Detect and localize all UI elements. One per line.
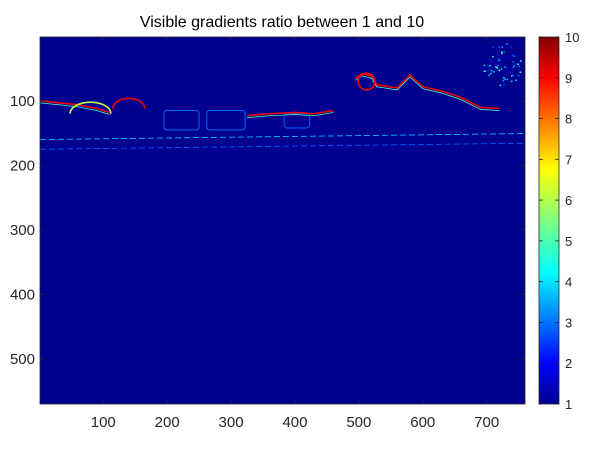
heatmap-canopy-speck bbox=[513, 65, 516, 67]
heatmap-horizon-line bbox=[246, 109, 334, 117]
heatmap-canopy-speck bbox=[510, 80, 513, 83]
heatmap-canopy-speck bbox=[483, 70, 486, 73]
heatmap-vehicle-box bbox=[163, 110, 200, 131]
heatmap-canopy-speck bbox=[492, 46, 494, 49]
heatmap-canopy-speck bbox=[489, 64, 491, 67]
heatmap-features bbox=[40, 43, 525, 150]
heatmap-canopy-speck bbox=[505, 56, 508, 59]
y-axis-ticks: 100 200 300 400 500 bbox=[10, 93, 525, 368]
heatmap-canopy-speck bbox=[495, 66, 497, 68]
heatmap-canopy-speck bbox=[491, 60, 493, 63]
colorbar-tick-label: 5 bbox=[565, 234, 572, 249]
heatmap-edge-shadow bbox=[355, 75, 500, 111]
colorbar-ticks: 1 2 3 4 5 6 7 8 9 10 bbox=[539, 30, 579, 412]
x-tick-label: 700 bbox=[474, 414, 499, 431]
heatmap-canopy-speck bbox=[483, 64, 486, 67]
heatmap-hill-arc bbox=[69, 101, 112, 114]
heatmap-canopy-speck bbox=[501, 46, 504, 48]
heatmap-canopy-speck bbox=[489, 58, 492, 61]
y-tick-label: 100 bbox=[10, 93, 35, 110]
heatmap-canopy-speck bbox=[503, 50, 506, 53]
x-tick-label: 600 bbox=[410, 414, 435, 431]
heatmap-canopy-speck bbox=[492, 55, 494, 58]
x-tick-label: 300 bbox=[219, 414, 244, 431]
colorbar-gradient bbox=[538, 36, 560, 405]
plot-area bbox=[39, 36, 526, 405]
heatmap-canopy-speck bbox=[519, 71, 522, 74]
heatmap-canopy-speck bbox=[504, 66, 506, 68]
heatmap-canopy-speck bbox=[498, 46, 501, 49]
heatmap-canopy-speck bbox=[506, 67, 508, 70]
heatmap-canopy-speck bbox=[519, 60, 522, 62]
heatmap-canopy-speck bbox=[518, 65, 521, 68]
heatmap-canopy-speck bbox=[496, 64, 499, 67]
heatmap-canopy-speck bbox=[487, 65, 490, 68]
colorbar-tick-label: 1 bbox=[565, 397, 572, 412]
colorbar: 1 2 3 4 5 6 7 8 9 10 bbox=[538, 30, 579, 412]
y-tick-label: 200 bbox=[10, 157, 35, 174]
y-tick-label: 500 bbox=[10, 351, 35, 368]
heatmap-edge-shadow bbox=[247, 112, 334, 119]
heatmap-canopy-speck bbox=[488, 74, 491, 77]
heatmap-canopy-speck bbox=[511, 74, 514, 77]
heatmap-canopy-speck bbox=[511, 53, 514, 56]
colorbar-tick-label: 2 bbox=[565, 356, 572, 371]
heatmap-canopy-speck bbox=[510, 46, 513, 48]
colorbar-tick-label: 10 bbox=[565, 30, 579, 45]
heatmap-canopy-speck bbox=[490, 72, 492, 75]
heatmap-canopy-speck bbox=[497, 59, 500, 62]
heatmap-canopy-speck bbox=[516, 63, 519, 66]
heatmap-house-outline bbox=[355, 72, 500, 110]
x-tick-label: 100 bbox=[91, 414, 116, 431]
heatmap-canopy-speck bbox=[512, 66, 515, 69]
y-tick-label: 300 bbox=[10, 222, 35, 239]
colorbar-tick-label: 8 bbox=[565, 112, 572, 127]
colorbar-tick-label: 9 bbox=[565, 71, 572, 86]
colorbar-tick-label: 6 bbox=[565, 193, 572, 208]
x-tick-label: 500 bbox=[346, 414, 371, 431]
x-tick-label: 200 bbox=[155, 414, 180, 431]
heatmap-canopy-speck bbox=[503, 84, 505, 87]
heatmap-canopy-speck bbox=[500, 68, 503, 71]
heatmap-canopy-speck bbox=[514, 63, 517, 65]
heatmap-canopy-speck bbox=[497, 57, 500, 60]
heatmap-canopy-speck bbox=[509, 57, 512, 60]
x-tick-label: 400 bbox=[282, 414, 307, 431]
heatmap-background bbox=[40, 37, 525, 404]
plot-frame bbox=[39, 36, 526, 405]
heatmap-canopy-speck bbox=[502, 79, 505, 82]
chart-title: Visible gradients ratio between 1 and 10 bbox=[140, 14, 424, 31]
heatmap-circle-outline bbox=[357, 72, 376, 91]
heatmap-canopy-speck bbox=[500, 52, 503, 55]
heatmap-hill-arc bbox=[112, 97, 146, 109]
heatmap-canopy-speck bbox=[512, 60, 515, 63]
heatmap-canopy-speck bbox=[505, 43, 508, 45]
heatmap-canopy-speck bbox=[499, 84, 502, 87]
heatmap-canopy-speck bbox=[514, 79, 517, 82]
heatmap-canopy-speck bbox=[506, 71, 509, 74]
heatmap-canopy-speck bbox=[493, 70, 495, 73]
heatmap-canopy-speck bbox=[496, 53, 499, 56]
heatmap-canopy-speck bbox=[490, 69, 493, 72]
heatmap-canopy-speck bbox=[498, 69, 501, 72]
heatmap-canopy-speck bbox=[496, 66, 499, 69]
colorbar-tick-label: 4 bbox=[565, 275, 572, 290]
y-tick-label: 400 bbox=[10, 286, 35, 303]
heatmap-canopy-speck bbox=[506, 78, 509, 81]
heatmap-canopy-speck bbox=[500, 51, 503, 53]
heatmap-canopy-speck bbox=[513, 55, 516, 57]
heatmap-vehicle-box bbox=[283, 113, 311, 129]
x-axis-ticks: 100 200 300 400 500 600 700 bbox=[91, 37, 499, 431]
heatmap-canopy-speck bbox=[517, 75, 520, 77]
heatmap-edge-shadow bbox=[40, 102, 110, 115]
colorbar-tick-label: 3 bbox=[565, 315, 572, 330]
heatmap-canopy-speck bbox=[503, 76, 505, 79]
heatmap-vehicle-box bbox=[206, 110, 246, 131]
heatmap-canopy-speck bbox=[504, 78, 507, 81]
colorbar-tick-label: 7 bbox=[565, 152, 572, 167]
